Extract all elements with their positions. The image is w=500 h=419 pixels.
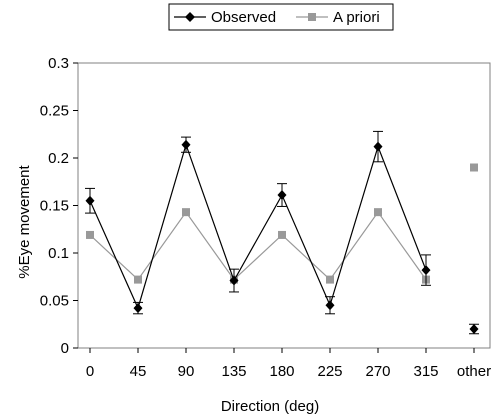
data-point-a-priori <box>278 230 286 239</box>
axes: 0 0.05 0.1 0.15 0.2 0.25 0.3 0 45 90 135 180 225 270 3… <box>40 55 491 380</box>
series-layer <box>85 130 479 335</box>
data-point-a-priori <box>182 208 190 217</box>
data-point-a-priori <box>134 275 142 284</box>
data-point-observed <box>85 195 95 206</box>
legend-label-observed: Observed <box>211 9 276 26</box>
x-tick-label: 90 <box>178 363 195 380</box>
x-tick-label: 135 <box>221 363 246 380</box>
x-tick-label: 225 <box>317 363 342 380</box>
data-point-observed <box>133 303 143 314</box>
y-tick-label: 0 <box>61 340 69 357</box>
legend-box <box>168 3 394 31</box>
x-tick-label: 270 <box>365 363 390 380</box>
y-tick-label: 0.1 <box>48 245 69 262</box>
legend: Observed A priori <box>168 3 394 31</box>
data-point-a-priori <box>326 275 334 284</box>
data-point-observed <box>373 141 383 152</box>
legend-label-a-priori: A priori <box>333 9 380 26</box>
y-tick-label: 0.15 <box>40 198 69 215</box>
series-line-a-priori <box>89 211 427 281</box>
data-point-a-priori <box>470 163 478 172</box>
x-axis-title: Direction (deg) <box>221 398 319 415</box>
legend-entry-a-priori: A priori <box>296 9 380 26</box>
data-point-observed <box>229 275 239 286</box>
x-tick-label: 0 <box>86 363 94 380</box>
data-point-a-priori <box>86 230 94 239</box>
y-tick-label: 0.3 <box>48 55 69 72</box>
y-tick-label: 0.05 <box>40 293 69 310</box>
data-point-observed <box>181 139 191 150</box>
legend-entry-observed: Observed <box>174 9 276 26</box>
data-point-observed <box>325 300 335 311</box>
x-tick-label: other <box>457 363 491 380</box>
data-point-a-priori <box>374 208 382 217</box>
series-line-observed <box>89 142 427 310</box>
data-point-observed <box>421 265 431 276</box>
x-tick-label: 45 <box>130 363 147 380</box>
data-point-observed <box>469 324 479 334</box>
x-tick-label: 180 <box>269 363 294 380</box>
data-point-observed <box>277 190 287 201</box>
y-axis-title: %Eye movement <box>16 164 33 278</box>
x-tick-label: 315 <box>413 363 438 380</box>
y-tick-label: 0.25 <box>40 103 69 120</box>
y-tick-label: 0.2 <box>48 150 69 167</box>
